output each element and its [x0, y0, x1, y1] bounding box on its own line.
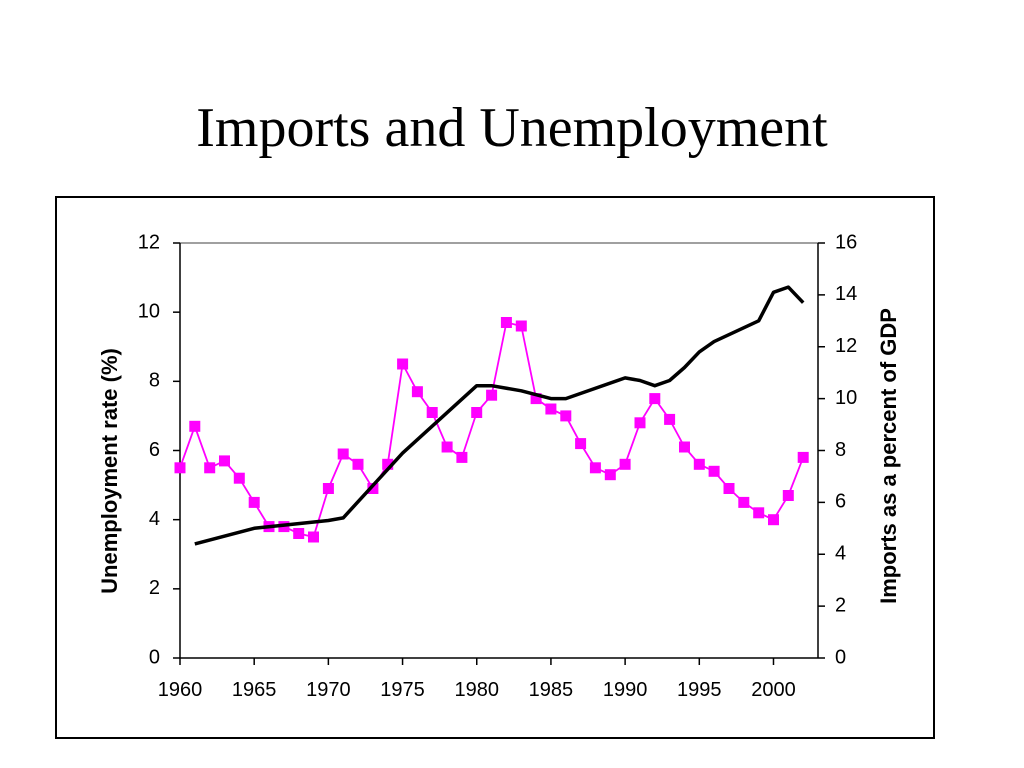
y-axis-left-label: Unemployment rate (%) [97, 348, 122, 594]
y-right-tick-label: 6 [835, 491, 846, 513]
unemployment-point [411, 386, 423, 398]
y-right-tick-label: 4 [835, 543, 846, 565]
y-right-tick-label: 0 [835, 646, 846, 668]
unemployment-point [619, 458, 631, 470]
unemployment-point [219, 455, 230, 467]
unemployment-point [352, 458, 364, 470]
unemployment-point [708, 465, 720, 477]
unemployment-point [545, 403, 557, 415]
unemployment-point [456, 451, 468, 463]
unemployment-line [179, 321, 805, 538]
chart-svg: 0 2 4 6 8 10 12 0 2 4 6 8 10 12 14 16 1960 1965 1970 1975 19… [97, 231, 901, 701]
unemployment-point [782, 490, 794, 501]
slide-title: Imports and Unemployment [196, 97, 828, 159]
y-right-tick-label: 10 [835, 387, 857, 409]
x-tick-label: 1980 [454, 679, 499, 701]
x-tick-label: 1965 [232, 679, 276, 701]
unemployment-point [486, 389, 498, 401]
y-right-tick-label: 14 [835, 283, 857, 305]
x-tick-label: 2000 [751, 679, 796, 701]
unemployment-point [174, 462, 186, 474]
unemployment-point [589, 462, 601, 474]
unemployment-point [308, 531, 319, 543]
y-right-tick-label: 16 [835, 231, 857, 253]
unemployment-point [204, 462, 216, 474]
unemployment-point [693, 458, 705, 470]
unemployment-point [515, 320, 527, 332]
y-left-tick-label: 4 [149, 508, 160, 530]
unemployment-point [649, 393, 661, 405]
unemployment-point [560, 410, 572, 422]
unemployment-point [397, 358, 409, 370]
x-tick-label: 1960 [158, 679, 203, 701]
imports-line [194, 285, 805, 546]
unemployment-point [604, 469, 616, 481]
y-left-tick-label: 2 [149, 577, 160, 599]
unemployment-point [753, 507, 765, 519]
y-left-tick-label: 6 [149, 439, 160, 461]
unemployment-point [426, 407, 438, 418]
y-left-tick-label: 0 [149, 646, 160, 668]
chart-frame: 0 2 4 6 8 10 12 0 2 4 6 8 10 12 14 16 1960 1965 1970 1975 19… [55, 196, 935, 739]
unemployment-point [337, 448, 349, 460]
unemployment-point [679, 441, 690, 453]
unemployment-point [382, 458, 394, 470]
unemployment-point [500, 317, 512, 328]
y-right-tick-label: 8 [835, 439, 846, 461]
unemployment-point [797, 451, 809, 463]
unemployment-point [738, 496, 750, 508]
unemployment-point [723, 483, 735, 494]
y-right-tick-label: 12 [835, 335, 857, 357]
unemployment-point [367, 483, 379, 494]
unemployment-point [322, 483, 334, 494]
y-left-tick-label: 10 [138, 300, 160, 322]
x-tick-label: 1970 [306, 679, 351, 701]
y-axis-right-label: Imports as a percent of GDP [876, 308, 901, 604]
x-tick-label: 1990 [603, 679, 648, 701]
x-tick-label: 1995 [677, 679, 722, 701]
unemployment-point [293, 528, 305, 539]
unemployment-point [634, 417, 646, 429]
unemployment-point [530, 393, 542, 405]
unemployment-point [768, 514, 779, 526]
unemployment-point [441, 441, 453, 453]
unemployment-point [575, 438, 587, 450]
unemployment-point [189, 420, 201, 432]
y-left-tick-label: 8 [149, 370, 160, 392]
x-tick-label: 1975 [380, 679, 425, 701]
x-tick-label: 1985 [529, 679, 574, 701]
unemployment-point [233, 472, 245, 484]
unemployment-point [471, 407, 483, 418]
y-left-tick-label: 12 [138, 231, 160, 253]
y-right-tick-label: 2 [835, 594, 846, 616]
unemployment-point [248, 496, 260, 508]
unemployment-point [664, 413, 676, 425]
